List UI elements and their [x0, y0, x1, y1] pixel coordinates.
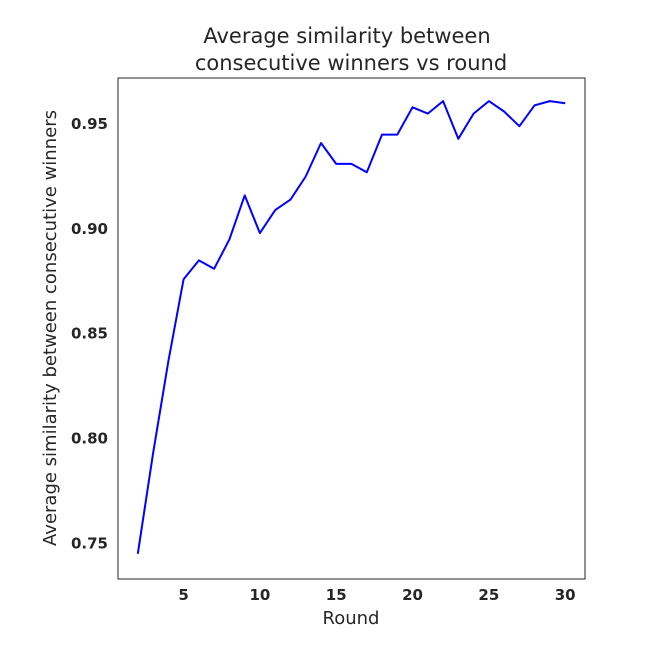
x-tick-label-30: 30 — [555, 586, 576, 604]
plot-frame — [117, 77, 586, 580]
series-line-0 — [136, 100, 566, 554]
x-tick-label-10: 10 — [249, 586, 270, 604]
y-axis-label: Average similarity between consecutive w… — [40, 110, 61, 546]
x-axis-label: Round — [323, 608, 380, 629]
y-tick-label-0.95: 0.95 — [71, 115, 108, 133]
y-tick-label-0.80: 0.80 — [71, 430, 108, 448]
plot-area: 5 10 15 20 25 30 0.75 0.80 0.85 0.90 0.95 — [71, 77, 586, 604]
y-tick-label-0.75: 0.75 — [71, 534, 108, 552]
x-tick-label-25: 25 — [478, 586, 499, 604]
x-tick-label-15: 15 — [326, 586, 347, 604]
chart-title-line-1: Average similarity between — [203, 24, 490, 48]
y-tick-label-0.90: 0.90 — [71, 220, 108, 238]
x-tick-label-5: 5 — [178, 586, 188, 604]
x-tick-label-20: 20 — [402, 586, 423, 604]
chart-title-line-2: consecutive winners vs round — [195, 51, 507, 75]
y-tick-label-0.85: 0.85 — [71, 325, 108, 343]
